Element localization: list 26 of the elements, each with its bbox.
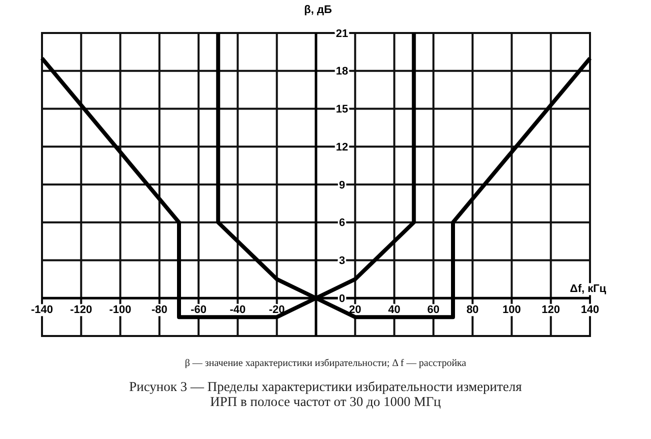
- x-tick-label: 60: [427, 304, 440, 316]
- text: Рисунок 3 — Пределы характеристики избирательности измерителя ИРП в полосе частот от 30 до 1000 МГц: [128, 379, 523, 409]
- text: β — значение характеристики избирательности; Δ f — расстройка: [184, 358, 468, 369]
- x-tick-label: 100: [502, 304, 521, 316]
- y-axis-title: β, дБ: [304, 4, 332, 16]
- x-tick-label: 40: [388, 304, 400, 316]
- y-tick-label: 15: [336, 104, 348, 116]
- y-tick-label: 6: [338, 217, 346, 230]
- x-tick-label: -120: [70, 304, 92, 316]
- y-tick-label: 21: [336, 28, 348, 40]
- x-tick-label: -60: [190, 304, 207, 316]
- y-tick-label: 12: [336, 141, 348, 154]
- x-tick-label: -80: [151, 304, 168, 316]
- x-tick-label: 80: [466, 304, 479, 316]
- x-tick-label: -100: [109, 304, 132, 316]
- y-tick-label: 0: [338, 292, 346, 305]
- x-tick-label: 120: [542, 304, 560, 316]
- x-tick-label: 20: [349, 304, 362, 316]
- y-tick-label: 9: [338, 179, 346, 192]
- y-tick-label: 18: [336, 66, 348, 78]
- x-tick-label: -20: [268, 304, 285, 316]
- y-tick-label: 3: [338, 255, 346, 268]
- x-tick-label: -40: [230, 304, 246, 316]
- x-tick-label: 140: [580, 304, 600, 316]
- x-axis-title: Δf, кГц: [570, 283, 606, 296]
- x-tick-label: -140: [30, 304, 54, 316]
